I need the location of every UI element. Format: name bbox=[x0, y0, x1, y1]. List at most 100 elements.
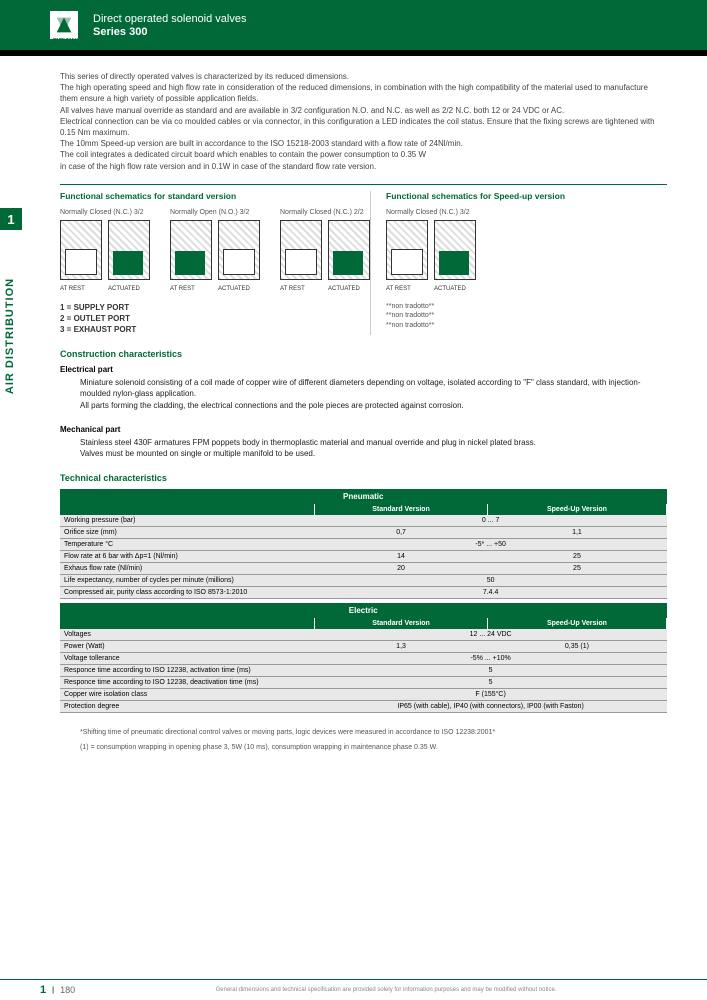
table-row: Responce time according to ISO 12238, ac… bbox=[60, 665, 667, 677]
port-legend: 1 = SUPPLY PORT 2 = OUTLET PORT 3 = EXHA… bbox=[60, 302, 370, 336]
schem-diagram bbox=[328, 220, 370, 280]
footer: 1 | 180 General dimensions and technical… bbox=[0, 979, 707, 1000]
pneumatic-table: Pneumatic Standard VersionSpeed-Up Versi… bbox=[60, 489, 667, 599]
row-value-merged: 50 bbox=[315, 575, 667, 587]
schem-diagram bbox=[386, 220, 428, 280]
table-row: Compressed air, purity class according t… bbox=[60, 587, 667, 599]
footnote-2: (1) = consumption wrapping in opening ph… bbox=[60, 742, 667, 753]
nc32-label-speed: Normally Closed (N.C.) 3/2 bbox=[386, 209, 667, 216]
table-row: Copper wire isolation classF (155°C) bbox=[60, 689, 667, 701]
schem-diagram bbox=[434, 220, 476, 280]
row-label: Exhaus flow rate (Nl/min) bbox=[60, 563, 315, 575]
table-row: Life expectancy, number of cycles per mi… bbox=[60, 575, 667, 587]
row-value-spd: 25 bbox=[487, 563, 666, 575]
footnote-1: *Shifting time of pneumatic directional … bbox=[60, 727, 667, 738]
std-schem-title: Functional schematics for standard versi… bbox=[60, 191, 370, 201]
footer-page: 180 bbox=[60, 985, 75, 995]
schem-diagram bbox=[170, 220, 212, 280]
legend-3: 3 = EXHAUST PORT bbox=[60, 324, 370, 335]
row-value-merged: -5* ... +50 bbox=[315, 539, 667, 551]
schem-diagram bbox=[280, 220, 322, 280]
rest-label: AT REST bbox=[386, 286, 428, 292]
table-row: Power (Watt)1,30,35 (1) bbox=[60, 641, 667, 653]
main-content: This series of directly operated valves … bbox=[0, 56, 707, 769]
row-value-std: 0,7 bbox=[315, 527, 488, 539]
nc32-label: Normally Closed (N.C.) 3/2 bbox=[60, 209, 150, 216]
row-value-std: 1,3 bbox=[315, 641, 488, 653]
legend-1: 1 = SUPPLY PORT bbox=[60, 302, 370, 313]
row-label: Copper wire isolation class bbox=[60, 689, 315, 701]
row-label: Life expectancy, number of cycles per mi… bbox=[60, 575, 315, 587]
mech-body-2: Valves must be mounted on single or mult… bbox=[60, 448, 667, 459]
mech-body-1: Stainless steel 430F armatures FPM poppe… bbox=[60, 437, 667, 448]
footer-disclaimer: General dimensions and technical specifi… bbox=[105, 987, 667, 993]
footer-section: 1 bbox=[40, 984, 46, 996]
row-value-std: 20 bbox=[315, 563, 488, 575]
brand-logo bbox=[50, 11, 78, 39]
row-label: Voltage tollerance bbox=[60, 653, 315, 665]
nc22-label: Normally Closed (N.C.) 2/2 bbox=[280, 209, 370, 216]
row-label: Compressed air, purity class according t… bbox=[60, 587, 315, 599]
spdv-head: Speed-Up Version bbox=[487, 504, 666, 515]
row-label: Responce time according to ISO 12238, de… bbox=[60, 677, 315, 689]
schem-diagram bbox=[218, 220, 260, 280]
rest-label: AT REST bbox=[170, 286, 212, 292]
non-tradotto-block: **non tradotto** **non tradotto** **non … bbox=[386, 302, 667, 331]
table-row: Temperature °C-5* ... +50 bbox=[60, 539, 667, 551]
table-row: Protection degreeIP65 (with cable), IP40… bbox=[60, 701, 667, 713]
rest-label: AT REST bbox=[60, 286, 102, 292]
row-value-merged: 5 bbox=[315, 677, 667, 689]
row-label: Working pressure (bar) bbox=[60, 515, 315, 527]
row-value-std: 14 bbox=[315, 551, 488, 563]
row-value-merged: 12 ... 24 VDC bbox=[315, 629, 667, 641]
row-value-merged: 5 bbox=[315, 665, 667, 677]
schematics-speedup: Functional schematics for Speed-up versi… bbox=[370, 191, 667, 336]
row-value-merged: 0 ... 7 bbox=[315, 515, 667, 527]
row-label: Responce time according to ISO 12238, ac… bbox=[60, 665, 315, 677]
row-value-spd: 0,35 (1) bbox=[487, 641, 666, 653]
row-value-merged: 7.4.4 bbox=[315, 587, 667, 599]
elec-head: Electric bbox=[60, 603, 667, 618]
intro-p2: The high operating speed and high flow r… bbox=[60, 82, 667, 104]
row-label: Voltages bbox=[60, 629, 315, 641]
elec-part-h: Electrical part bbox=[60, 365, 667, 374]
divider bbox=[60, 184, 667, 185]
stdv-head-e: Standard Version bbox=[315, 618, 488, 629]
row-label: Temperature °C bbox=[60, 539, 315, 551]
schematics-standard: Functional schematics for standard versi… bbox=[60, 191, 370, 336]
stdv-head: Standard Version bbox=[315, 504, 488, 515]
act-label: ACTUATED bbox=[434, 286, 476, 292]
row-label: Orifice size (mm) bbox=[60, 527, 315, 539]
intro-p6: The coil integrates a dedicated circuit … bbox=[60, 149, 667, 160]
intro-p4: Electrical connection can be via co moul… bbox=[60, 116, 667, 138]
row-value-merged: IP65 (with cable), IP40 (with connectors… bbox=[315, 701, 667, 713]
table-row: Orifice size (mm)0,71,1 bbox=[60, 527, 667, 539]
mech-part-h: Mechanical part bbox=[60, 425, 667, 434]
rest-label: AT REST bbox=[280, 286, 322, 292]
nt-c: **non tradotto** bbox=[386, 321, 667, 331]
electric-table: Electric Standard VersionSpeed-Up Versio… bbox=[60, 603, 667, 713]
header-series: Series 300 bbox=[93, 26, 246, 38]
schem-diagram bbox=[60, 220, 102, 280]
no32-label: Normally Open (N.O.) 3/2 bbox=[170, 209, 260, 216]
act-label: ACTUATED bbox=[108, 286, 150, 292]
act-label: ACTUATED bbox=[218, 286, 260, 292]
header-title: Direct operated solenoid valves bbox=[93, 12, 246, 26]
row-label: Protection degree bbox=[60, 701, 315, 713]
elec-body-1: Miniature solenoid consisting of a coil … bbox=[60, 377, 667, 399]
table-row: Voltage tollerance-5% ... +10% bbox=[60, 653, 667, 665]
row-label: Power (Watt) bbox=[60, 641, 315, 653]
row-value-merged: -5% ... +10% bbox=[315, 653, 667, 665]
intro-p1: This series of directly operated valves … bbox=[60, 71, 667, 82]
act-label: ACTUATED bbox=[328, 286, 370, 292]
elec-body-2: All parts forming the cladding, the elec… bbox=[60, 400, 667, 411]
row-label: Flow rate at 6 bar with Δp=1 (Nl/min) bbox=[60, 551, 315, 563]
table-row: Flow rate at 6 bar with Δp=1 (Nl/min)142… bbox=[60, 551, 667, 563]
table-row: Responce time according to ISO 12238, de… bbox=[60, 677, 667, 689]
schem-diagram bbox=[108, 220, 150, 280]
schematics-row: Functional schematics for standard versi… bbox=[60, 191, 667, 336]
intro-p5: The 10mm Speed-up version are built in a… bbox=[60, 138, 667, 149]
nt-b: **non tradotto** bbox=[386, 311, 667, 321]
tech-title: Technical characteristics bbox=[60, 473, 667, 483]
nt-a: **non tradotto** bbox=[386, 302, 667, 312]
